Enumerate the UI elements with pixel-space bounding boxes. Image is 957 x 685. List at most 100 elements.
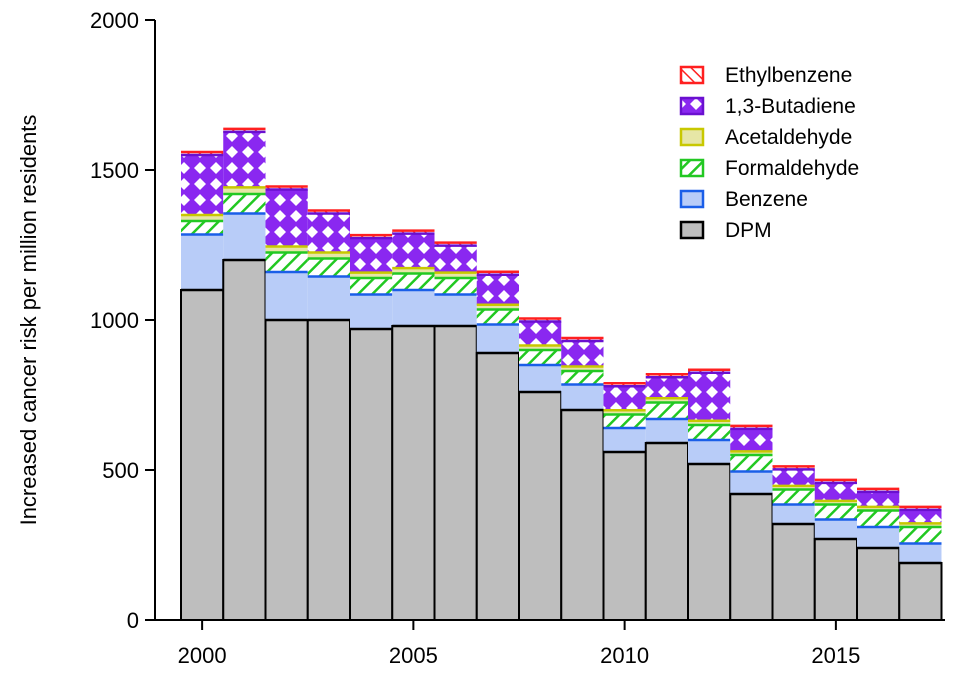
- bar-1-3-butadiene-2003: [307, 213, 350, 253]
- bar-dpm-2013: [730, 494, 773, 620]
- bar-acetaldehyde-2009: [561, 366, 604, 371]
- bar-dpm-2008: [519, 392, 562, 620]
- legend-swatch-dpm: [679, 220, 705, 240]
- legend-label-acetaldehyde: Acetaldehyde: [725, 126, 852, 149]
- bar-acetaldehyde-2013: [730, 451, 773, 455]
- bar-1-3-butadiene-2001: [223, 131, 266, 188]
- bar-ethylbenzene-2017: [899, 506, 942, 510]
- bar-acetaldehyde-2010: [603, 410, 646, 415]
- bar-ethylbenzene-2005: [392, 230, 435, 234]
- bar-dpm-2002: [265, 320, 308, 620]
- bar-dpm-2007: [476, 353, 519, 620]
- legend-swatch-1-3-butadiene: [679, 96, 705, 116]
- bar-1-3-butadiene-2004: [350, 238, 393, 273]
- bar-acetaldehyde-2001: [223, 187, 266, 194]
- legend-label-dpm: DPM: [725, 219, 772, 242]
- legend-swatch-acetaldehyde: [679, 127, 705, 147]
- bar-1-3-butadiene-2000: [181, 155, 224, 215]
- bar-benzene-2012: [688, 440, 731, 464]
- legend-swatch-formaldehyde: [679, 158, 705, 178]
- bar-ethylbenzene-2001: [223, 128, 266, 132]
- bar-benzene-2010: [603, 428, 646, 452]
- bar-dpm-2011: [645, 443, 688, 620]
- bar-1-3-butadiene-2007: [476, 274, 519, 305]
- bar-acetaldehyde-2012: [688, 420, 731, 425]
- bar-formaldehyde-2015: [814, 504, 857, 520]
- bar-ethylbenzene-2015: [814, 479, 857, 483]
- y-tick-label-500: 500: [102, 458, 139, 483]
- bar-1-3-butadiene-2013: [730, 428, 773, 452]
- legend-label-formaldehyde: Formaldehyde: [725, 157, 859, 180]
- bar-1-3-butadiene-2005: [392, 233, 435, 269]
- y-axis-title: Increased cancer risk per million reside…: [16, 115, 41, 526]
- bar-acetaldehyde-2017: [899, 523, 942, 527]
- bar-formaldehyde-2008: [519, 350, 562, 365]
- bar-formaldehyde-2017: [899, 527, 942, 544]
- bar-benzene-2011: [645, 419, 688, 443]
- legend-swatch-ethylbenzene: [679, 65, 705, 85]
- bar-benzene-2001: [223, 213, 266, 260]
- y-tick-label-0: 0: [127, 608, 139, 633]
- bar-formaldehyde-2001: [223, 194, 266, 214]
- axes-layer: 0 500 1000 1500 2000 2000 2005 2010 2015: [90, 8, 945, 668]
- bar-acetaldehyde-2015: [814, 500, 857, 505]
- bar-dpm-2001: [223, 260, 266, 620]
- bar-1-3-butadiene-2006: [434, 245, 477, 273]
- bar-1-3-butadiene-2017: [899, 509, 942, 524]
- bar-ethylbenzene-2011: [645, 374, 688, 378]
- bar-acetaldehyde-2006: [434, 272, 477, 278]
- bar-formaldehyde-2011: [645, 402, 688, 419]
- bar-dpm-2009: [561, 410, 604, 620]
- bar-ethylbenzene-2002: [265, 186, 308, 190]
- legend-label-1-3-butadiene: 1,3-Butadiene: [725, 95, 856, 118]
- legend-label-ethylbenzene: Ethylbenzene: [725, 64, 852, 87]
- bar-acetaldehyde-2011: [645, 398, 688, 403]
- bar-dpm-2003: [307, 320, 350, 620]
- bar-ethylbenzene-2010: [603, 383, 646, 387]
- x-tick-label-2015: 2015: [811, 643, 860, 668]
- bar-acetaldehyde-2003: [307, 252, 350, 259]
- x-tick-label-2010: 2010: [600, 643, 649, 668]
- bar-benzene-2007: [476, 324, 519, 353]
- bar-formaldehyde-2003: [307, 258, 350, 277]
- bar-dpm-2015: [814, 539, 857, 620]
- bar-1-3-butadiene-2009: [561, 341, 604, 367]
- bar-formaldehyde-2014: [772, 489, 815, 505]
- x-tick-label-2000: 2000: [178, 643, 227, 668]
- bar-benzene-2003: [307, 276, 350, 320]
- bar-ethylbenzene-2016: [857, 488, 900, 492]
- bar-formaldehyde-2010: [603, 414, 646, 428]
- bar-acetaldehyde-2002: [265, 246, 308, 253]
- bar-dpm-2014: [772, 524, 815, 620]
- bar-formaldehyde-2013: [730, 455, 773, 472]
- bar-benzene-2016: [857, 527, 900, 548]
- bar-acetaldehyde-2016: [857, 506, 900, 511]
- bar-acetaldehyde-2005: [392, 268, 435, 274]
- bar-1-3-butadiene-2011: [645, 377, 688, 399]
- bar-benzene-2015: [814, 519, 857, 539]
- bar-benzene-2014: [772, 504, 815, 524]
- bar-acetaldehyde-2000: [181, 215, 224, 221]
- bar-1-3-butadiene-2015: [814, 482, 857, 501]
- bar-formaldehyde-2009: [561, 371, 604, 385]
- y-tick-label-2000: 2000: [90, 8, 139, 33]
- bar-benzene-2008: [519, 365, 562, 392]
- bar-benzene-2002: [265, 272, 308, 320]
- bar-ethylbenzene-2008: [519, 318, 562, 322]
- legend-swatch-benzene: [679, 189, 705, 209]
- bar-ethylbenzene-2000: [181, 152, 224, 155]
- bar-acetaldehyde-2004: [350, 272, 393, 278]
- bar-dpm-2012: [688, 464, 731, 620]
- bar-dpm-2005: [392, 326, 435, 620]
- bar-benzene-2004: [350, 294, 393, 329]
- bar-dpm-2004: [350, 329, 393, 620]
- bar-dpm-2010: [603, 452, 646, 620]
- bar-acetaldehyde-2007: [476, 304, 519, 310]
- bar-ethylbenzene-2009: [561, 338, 604, 341]
- bar-1-3-butadiene-2012: [688, 372, 731, 421]
- bar-formaldehyde-2004: [350, 278, 393, 295]
- bar-1-3-butadiene-2016: [857, 491, 900, 507]
- bar-benzene-2013: [730, 471, 773, 494]
